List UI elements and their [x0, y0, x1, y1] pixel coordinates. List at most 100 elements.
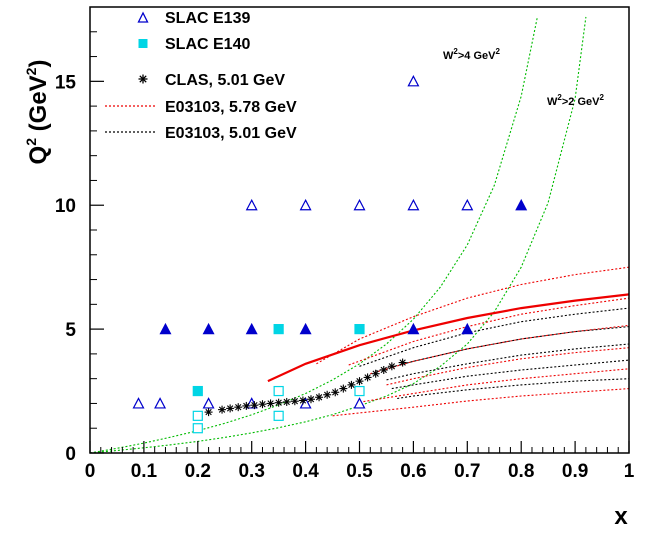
star-stroke [356, 377, 363, 385]
star-stroke [380, 366, 387, 374]
legend-item-e03103-501: E03103, 5.01 GeV [105, 125, 297, 142]
y-axis-title-unit-sup: 2 [23, 67, 39, 75]
point-star [355, 377, 364, 386]
y-axis-title: Q2 (GeV2) [23, 60, 52, 165]
x-tick-label: 0.5 [346, 461, 373, 482]
point-triangle-filled [245, 322, 258, 335]
y-axis-title-close: ) [25, 60, 52, 68]
point-star [226, 404, 235, 413]
legend-label-e140: SLAC E140 [165, 36, 250, 53]
point-star [315, 393, 324, 402]
point-triangle-open [299, 198, 312, 211]
star-stroke [307, 396, 315, 403]
annotation-w2-2-w: W [547, 96, 558, 108]
point-triangle-open [407, 198, 420, 211]
point-star [363, 373, 372, 382]
star-stroke [399, 359, 406, 366]
star-stroke [267, 400, 274, 407]
point-triangle-open [245, 198, 258, 211]
point-triangle-filled [407, 322, 420, 335]
star-stroke [283, 398, 290, 406]
legend-item-e139: SLAC E139 [137, 10, 250, 27]
legend-symbol-triangle-open [137, 11, 149, 23]
curve-w2-boundary-1 [90, 16, 587, 453]
annotation-w2-2-sup1: 2 [557, 93, 562, 102]
star-stroke [235, 403, 242, 411]
legend-symbol-square-filled [138, 39, 148, 48]
point-star [258, 400, 267, 409]
annotation-w2-4-w: W [443, 50, 454, 62]
x-tick-label: 0.6 [400, 461, 426, 482]
x-tick-label: 0.7 [454, 461, 480, 482]
x-axis-title: x [614, 503, 628, 530]
point-square-filled [354, 324, 365, 335]
legend-item-clas: CLAS, 5.01 GeV [138, 72, 285, 89]
x-tick-label: 0.8 [508, 461, 534, 482]
point-square-open [273, 385, 284, 397]
y-axis-title-q: Q [25, 146, 52, 165]
star-stroke [291, 398, 299, 405]
legend: SLAC E139 SLAC E140 CLAS, 5.01 GeV E0310… [105, 10, 297, 142]
legend-item-e140: SLAC E140 [138, 36, 250, 53]
x-tick-label: 0.3 [238, 461, 264, 482]
point-triangle-filled [299, 322, 312, 335]
star-stroke [259, 400, 266, 408]
point-triangle-open [353, 397, 366, 409]
star-stroke [275, 399, 282, 406]
point-triangle-open [154, 397, 167, 409]
curve-E03103-5.78-3 [316, 266, 629, 365]
curve-E03103-5.78-4 [348, 297, 629, 366]
star-stroke [348, 381, 355, 389]
point-triangle-open [461, 198, 474, 211]
annotation-w2-2: W2>2 GeV2 [547, 93, 604, 108]
curve-w2-boundary-0 [90, 16, 538, 453]
annotation-w2-4-sup1: 2 [453, 47, 458, 56]
star-stroke [251, 401, 258, 409]
star-stroke [332, 389, 339, 396]
star-stroke [243, 402, 250, 410]
point-star [331, 388, 340, 397]
legend-label-e139: SLAC E139 [165, 10, 250, 27]
point-star [204, 408, 213, 417]
curve-E03103-5.78-5 [370, 324, 629, 375]
x-tick-label: 0.9 [562, 461, 588, 482]
curve-E03103-5.01-10 [375, 326, 629, 372]
annotation-w2-4-sup2: 2 [495, 47, 500, 56]
star-stroke [218, 406, 226, 413]
point-triangle-open [202, 397, 215, 409]
curve-E03103-5.01-11 [386, 343, 629, 381]
x-tick-label: 1 [624, 461, 635, 482]
point-star [387, 362, 396, 371]
y-tick-label: 15 [55, 72, 77, 93]
points-layer [132, 75, 528, 434]
legend-label-clas: CLAS, 5.01 GeV [165, 72, 285, 89]
point-square-filled [192, 385, 203, 397]
point-square-open [192, 423, 203, 434]
star-stroke [226, 405, 234, 412]
y-tick-label: 0 [65, 444, 76, 465]
curve-E03103-5.78-7 [359, 368, 629, 403]
point-star [323, 390, 332, 399]
x-tick-label: 0.1 [131, 461, 158, 482]
legend-symbol-star [138, 74, 148, 84]
curves-layer [90, 16, 629, 453]
y-axis-title-sup: 2 [23, 138, 39, 146]
annotation-w2-2-sup2: 2 [599, 93, 604, 102]
point-triangle-open [407, 75, 420, 87]
point-star [347, 380, 356, 389]
point-star [306, 395, 315, 404]
point-square-filled [273, 324, 284, 335]
point-star [290, 397, 299, 406]
curve-E03103-5.01-12 [391, 359, 629, 390]
legend-label-e03103-501: E03103, 5.01 GeV [165, 125, 297, 142]
point-triangle-filled [202, 322, 215, 335]
point-star [282, 397, 291, 406]
star-stroke [299, 397, 307, 404]
curve-E03103-5.01-13 [397, 378, 629, 400]
annotation-w2-2-mid: >2 GeV [562, 96, 600, 108]
point-star [379, 365, 388, 374]
point-star [218, 405, 227, 414]
star-stroke [340, 385, 347, 392]
point-square-open [192, 410, 203, 421]
